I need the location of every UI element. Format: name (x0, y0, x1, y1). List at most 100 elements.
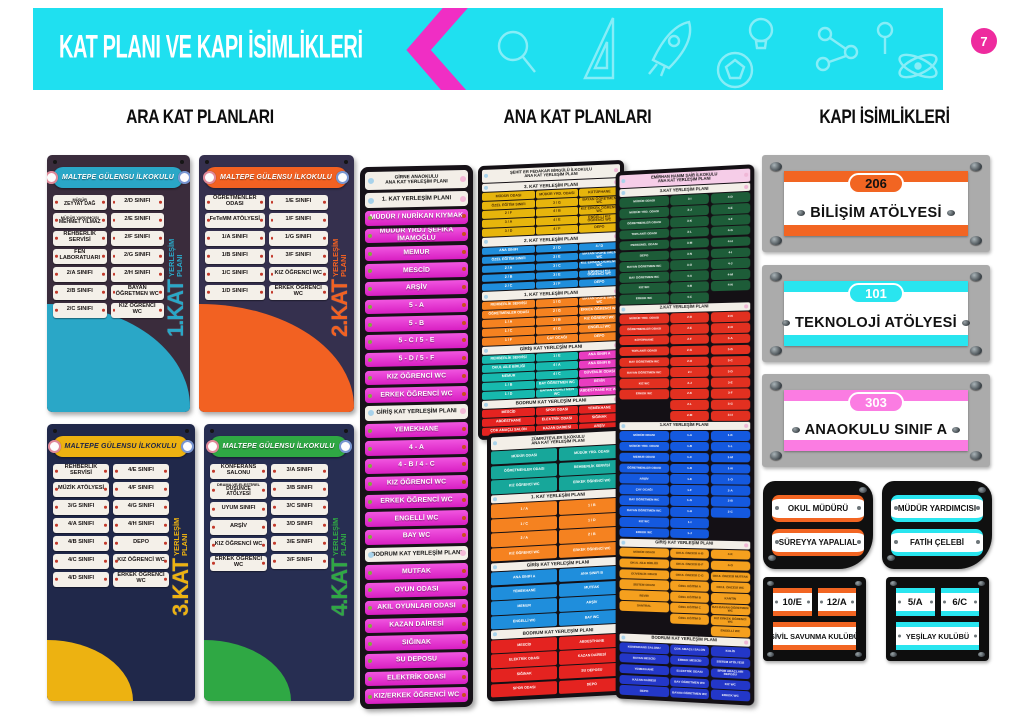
floor-caption: YERLEŞİM PLANI (331, 517, 348, 557)
room-cell: KIZ WC (619, 282, 669, 294)
room-bar: ERKEK ÖĞRENCİ WC (365, 386, 468, 403)
room-cell: 4 / F (536, 225, 578, 235)
bar-text: 1. KAT YERLEŞİM PLANI (381, 195, 452, 203)
room-cell (710, 518, 750, 528)
room-cell: ÇAY OCAĞI (619, 484, 669, 495)
meb-logo-icon (47, 440, 61, 453)
room-cell: 3-K (670, 215, 710, 228)
screw-icon (855, 581, 862, 586)
floor-label-vertical: 1.KAT YERLEŞİM PLANI (163, 238, 189, 337)
grid-row: ERKEK WC 1-J (619, 527, 750, 540)
room-cell: SPOR ODASI (536, 406, 578, 416)
room-bar: 5 - A (365, 297, 468, 315)
room-cell: KULİS (710, 645, 751, 658)
plate-text: 2/E SINIFI (124, 216, 151, 223)
room-name: BİLİŞİM ATÖLYESİ (810, 205, 942, 221)
room-cell: 4-I (710, 247, 751, 259)
plate-text: ÖĞRETMENLER ODASI (212, 195, 257, 208)
door-sign-inner: 303 ANAOKULU SINIF A (784, 390, 968, 451)
room-cell: 1-G (670, 495, 710, 507)
room-plate: DEPO (113, 536, 169, 551)
room-cell: 3-O (670, 259, 710, 271)
plate-text: KIZ ÖĞRENCİ WC (274, 270, 323, 277)
room-plate: 1/A SINIFI (205, 231, 265, 246)
bar-text: ERKEK ÖĞRENCİ WC (380, 389, 453, 399)
room-plate: 2/F SINIFI (110, 231, 164, 246)
room-cell: KIZ WC (710, 678, 751, 691)
screw-icon (970, 162, 982, 171)
screw-icon (970, 272, 982, 281)
room-cell: 4 / D (578, 241, 620, 252)
plate-text: 1/E SINIFI (285, 198, 312, 205)
grid-row: ERKEK WC 2-K 3-F (619, 388, 751, 400)
room-bar: OYUN ODASI (365, 581, 468, 598)
room-bar: MUTFAK (365, 563, 468, 581)
grid-row: BAYAN ÖĞRETMEN WC 2-I 3-D (619, 366, 751, 378)
room-plate: 4/C SINIFI (53, 554, 109, 569)
room-bar: KIZ ÖĞRENCİ WC (365, 474, 468, 492)
plate-text: DEPO (133, 539, 149, 546)
room-bar: AKIL OYUNLARI ODASI (365, 598, 468, 616)
bar-text: KIZ ÖĞRENCİ WC (386, 372, 447, 381)
club-name-bar: YEŞİLAY KULÜBÜ (896, 622, 979, 650)
floor-caption: YERLEŞİM PLANI (167, 238, 184, 277)
title-bar: MÜDÜR YARDIMCISI (891, 494, 983, 522)
bar-text: ERKEK ÖĞRENCİ WC (380, 496, 453, 505)
room-cell: SİSTEM ATÖLYESİ (710, 656, 751, 669)
school-name: MALTEPE GÜLENSU İLKOKULU (220, 174, 333, 181)
room-plate: KIZ ÖĞRENCİ WC (113, 554, 169, 569)
school-logo-icon (178, 171, 190, 184)
room-cell: ANA SINIFI B (578, 359, 620, 369)
plate-text: 4/H SINIFI (127, 521, 155, 528)
room-cell: ÖĞRETMENLER ODASI (619, 324, 669, 335)
room-plate: 4/F SINIFI (113, 482, 169, 497)
room-cell: ERKEK WC (619, 389, 669, 400)
room-plate: ERKEK ÖĞRENCİ WC (113, 572, 169, 587)
meb-logo-icon (203, 171, 216, 184)
room-plate: 3/D SINIFI (271, 518, 328, 533)
room-cell: 1-M (710, 452, 751, 463)
grid-row: BAY ÖĞRETMEN WC 2-H 3-C (619, 355, 751, 368)
screw-icon (770, 451, 782, 460)
bar-text: SIĞINAK (401, 638, 432, 646)
room-cell: BAYAN ÖĞRETMEN WC (578, 196, 620, 206)
screw-icon (970, 346, 982, 355)
meb-logo-icon (205, 440, 219, 453)
room-cell: OKUL ÖNCESİ A-B (670, 548, 710, 560)
ana-kat-grid-panel-2: ZÜMRÜTEVLER İLKOKULU ANA KAT YERLEŞİM PLA… (487, 426, 629, 702)
name-plate-okul-muduru: OKUL MÜDÜRÜ SÜREYYA YAPALIAL (763, 481, 873, 569)
room-cell: 4-M (710, 269, 751, 281)
room-plate-column: REHBERLİK SERVİSİ MÜZİK ATÖLYESİ 3/G SINIF… (53, 464, 109, 587)
swoosh-decoration (47, 640, 133, 701)
plate-text: 2/C SINIFI (66, 306, 93, 313)
room-cell: BAY ÖĞRETMEN WC (619, 356, 669, 368)
room-cell: 3 / G (536, 198, 578, 208)
room-cell: ÖZEL EĞİTİM D (670, 613, 710, 625)
room-cell: 4-D (710, 191, 751, 204)
grid-row: BAYAN ÖĞRETMEN WC 1-H 2-C (619, 506, 751, 518)
room-plate: BAYAN ÖĞRETMEN WC (110, 285, 164, 300)
room-cell: ÇAY OCAĞI (536, 333, 578, 344)
room-plate: 2/D SINIFI (110, 195, 164, 210)
room-bar: 4 - B / 4 - C (365, 457, 468, 474)
room-cell: 1-B (670, 441, 710, 452)
bar-text: KAZAN DAİRESİ (389, 620, 444, 629)
bar-text: 5 - B (408, 319, 425, 327)
grid-row: BAY ÖĞRETMEN WC 1-G 2-B (619, 495, 751, 507)
floor-header-bar: GİRNE ANAOKULU ANA KAT YERLEŞİM PLANI (365, 169, 468, 191)
floor-number: 1.KAT (163, 279, 188, 337)
room-plate-column: MÜDÜR ZEYYAT DAĞ MÜDÜR YARDIMCISI MEHMET YI… (53, 195, 107, 318)
screw-icon (961, 320, 970, 326)
room-cell (710, 291, 750, 302)
ana-kat-grid-panel-1: ŞEHİT ER FEDAKAR BİRGÜLÜ İLKOKULU ANA KAT… (478, 159, 624, 441)
panel-screw (180, 160, 184, 164)
room-cell: DEPO (619, 685, 669, 698)
bar-text: 5 - C / 5 - E (398, 337, 435, 345)
school-name: MALTEPE GÜLENSU İLKOKULU (222, 443, 335, 450)
grid-row: MÜDÜR YRD. ODASI 1-B 1-L (619, 441, 751, 452)
room-cell: KIZ ÖĞRENCİ WC (491, 544, 558, 562)
room-plate: 1/B SINIFI (205, 249, 265, 264)
room-cell: OKUL AİLE BİRLİĞİ (619, 558, 669, 569)
room-plate: 2/H SINIFI (110, 267, 164, 282)
room-bar: YEMEKHANE (365, 421, 468, 439)
